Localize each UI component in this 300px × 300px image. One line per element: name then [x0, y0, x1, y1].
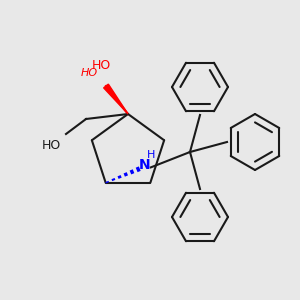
Text: HO: HO	[92, 59, 111, 72]
Text: HO: HO	[81, 68, 98, 78]
Text: HO: HO	[42, 139, 61, 152]
Text: N: N	[139, 158, 151, 172]
Polygon shape	[103, 84, 128, 114]
Text: H: H	[147, 150, 155, 161]
